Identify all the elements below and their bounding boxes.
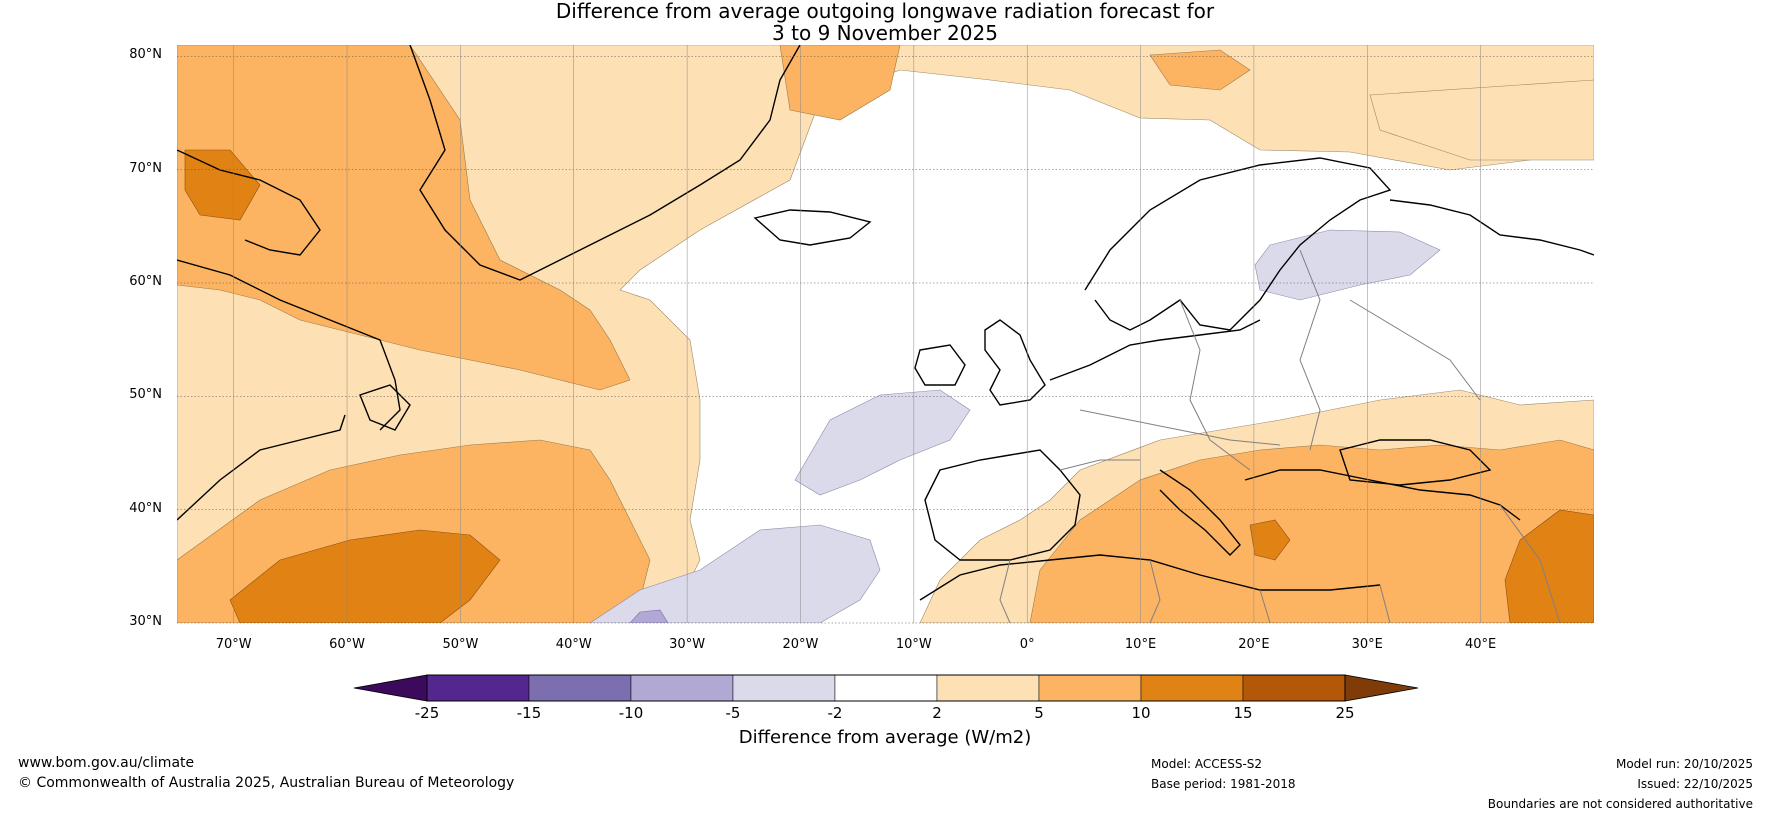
- anomaly-area-dark-orange-southwest: [229, 529, 501, 623]
- lat-label: 40°N: [129, 500, 162, 516]
- lat-label: 30°N: [129, 614, 162, 629]
- lon-label: 20°E: [1238, 637, 1270, 652]
- chart-title-line2: 3 to 9 November 2025: [772, 21, 998, 45]
- lat-label: 70°N: [129, 160, 162, 176]
- colorbar-tick-label: 5: [1034, 704, 1044, 722]
- lat-label: 80°N: [129, 47, 162, 63]
- colorbar-swatch: [732, 674, 836, 702]
- anomaly-area-light-purple-finland: [1254, 229, 1441, 301]
- colorbar-swatch: [936, 674, 1040, 702]
- footer-base-period: Base period: 1981-2018: [1151, 777, 1296, 791]
- footer-website[interactable]: www.bom.gov.au/climate: [18, 755, 195, 771]
- colorbar-swatch: [528, 674, 632, 702]
- border-10: [999, 559, 1011, 623]
- colorbar-tick-label: 25: [1335, 704, 1355, 722]
- coast-ireland: [914, 344, 966, 386]
- colorbar-swatch: [834, 674, 938, 702]
- border-1: [1179, 299, 1251, 471]
- coast-newfoundland: [359, 384, 411, 431]
- coast-europe-north: [1049, 319, 1261, 381]
- chart-title-line1: Difference from average outgoing longwav…: [555, 0, 1215, 23]
- coast-great-britain: [984, 319, 1046, 406]
- colorbar-outline: [426, 674, 1346, 702]
- anomaly-area-light-purple-subtropics: [589, 524, 881, 623]
- lat-label: 60°N: [129, 274, 162, 289]
- footer-model-run: Model run: 20/10/2025: [1615, 757, 1753, 771]
- colorbar-swatch: [1038, 674, 1142, 702]
- coastlines: [177, 45, 1594, 601]
- colorbar-label: Difference from average (W/m2): [738, 727, 1032, 748]
- coast-canada-arctic: [177, 149, 321, 256]
- colorbar-tick-label: 2: [932, 704, 942, 722]
- lon-label: 50°W: [442, 637, 479, 652]
- anomaly-area-dark-orange-middle-east: [1504, 509, 1594, 623]
- colorbar-swatch: [426, 674, 530, 702]
- colorbar-tick-label: -15: [516, 704, 542, 722]
- footer-issued: Issued: 22/10/2025: [1637, 777, 1753, 791]
- colorbar-swatch: [630, 674, 734, 702]
- coast-scandinavia: [1084, 157, 1392, 331]
- coast-greenland: [409, 45, 801, 281]
- lon-label: 60°W: [329, 637, 365, 652]
- country-borders: [999, 249, 1561, 623]
- lon-label: 10°W: [895, 637, 932, 652]
- footer-copyright: © Commonwealth of Australia 2025, Austra…: [18, 775, 515, 791]
- lon-label: 40°W: [555, 637, 592, 652]
- anomaly-area-purple-small: [629, 609, 669, 623]
- colorbar-extend-high: [1344, 674, 1419, 702]
- lon-label: 30°E: [1351, 637, 1383, 652]
- border-8: [1379, 584, 1391, 623]
- lat-label: 50°N: [129, 387, 162, 403]
- colorbar-tick-label: -5: [725, 704, 741, 722]
- lon-label: 0°: [1019, 637, 1035, 652]
- border-5: [1059, 459, 1140, 471]
- anomaly-area-light-orange-arctic-east: [1369, 79, 1594, 161]
- anomaly-area-dark-orange-labrador: [184, 149, 261, 221]
- coast-north-africa: [919, 554, 1381, 601]
- colorbar-swatch: [1140, 674, 1244, 702]
- lon-label: 40°E: [1464, 637, 1497, 652]
- border-2: [1299, 249, 1321, 451]
- footer-disclaimer: Boundaries are not considered authoritat…: [1487, 797, 1753, 811]
- border-3: [1349, 299, 1481, 401]
- colorbar-tick-label: -10: [618, 704, 644, 722]
- anomaly-area-orange-mediterranean: [1029, 439, 1594, 623]
- coast-black-sea: [1339, 439, 1492, 486]
- footer-model: Model: ACCESS-S2: [1151, 757, 1263, 771]
- lon-label: 10°E: [1124, 637, 1157, 652]
- coast-iceland: [753, 209, 872, 246]
- anomaly-area-orange-greenland-east: [779, 45, 901, 121]
- colorbar-tick-label: 10: [1131, 704, 1151, 722]
- coast-russia-arctic: [1389, 199, 1594, 256]
- border-4: [1079, 409, 1281, 446]
- border-9: [1499, 504, 1561, 623]
- lon-label: 20°W: [782, 637, 819, 652]
- anomaly-area-light-purple-atlantic: [794, 389, 971, 496]
- anomaly-area-orange-svalbard: [1149, 49, 1251, 91]
- lon-label: 30°W: [669, 637, 706, 652]
- coast-labrador: [177, 259, 401, 431]
- colorbar-tick-label: -25: [414, 704, 440, 722]
- coast-italy: [1159, 469, 1241, 556]
- colorbar-swatch: [1242, 674, 1346, 702]
- colorbar-tick-label: -2: [827, 704, 843, 722]
- lon-label: 70°W: [215, 637, 252, 652]
- border-6: [1149, 559, 1161, 623]
- map-gridlines: [177, 45, 1594, 624]
- colorbar-extend-low: [353, 674, 428, 702]
- colorbar-tick-label: 15: [1233, 704, 1253, 722]
- coast-nova-scotia: [177, 414, 346, 521]
- border-7: [1259, 589, 1271, 623]
